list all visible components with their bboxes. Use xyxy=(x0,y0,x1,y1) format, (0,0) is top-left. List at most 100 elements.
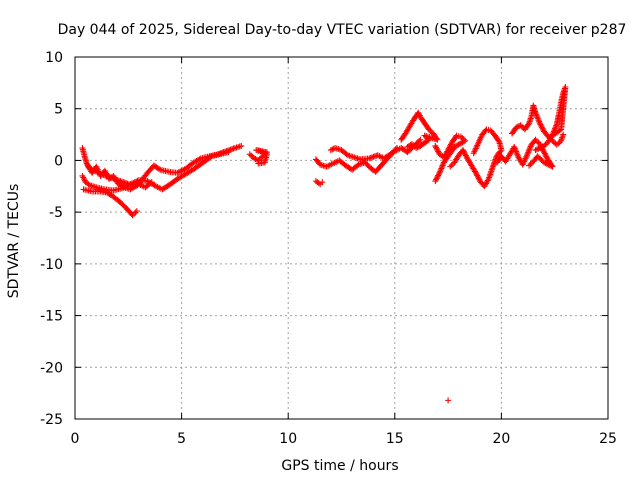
data-point-trail xyxy=(130,210,137,217)
data-point-trail xyxy=(536,118,543,125)
data-point-trail xyxy=(462,152,469,159)
data-point xyxy=(517,122,524,129)
data-point-trail xyxy=(474,172,481,179)
data-point-trail xyxy=(315,180,322,187)
data-point-trail xyxy=(340,160,347,167)
data-point-trail xyxy=(447,142,454,149)
data-point-trail xyxy=(435,172,442,179)
data-point-trail xyxy=(475,175,482,182)
data-point-trail xyxy=(416,137,423,144)
y-tick-label: -20 xyxy=(40,360,63,376)
data-point-trail xyxy=(405,126,412,133)
data-point-trail xyxy=(434,147,441,154)
data-point-trail xyxy=(164,168,171,175)
data-point-trail xyxy=(365,163,372,170)
data-point xyxy=(127,181,134,188)
data-point-trail xyxy=(146,181,153,188)
data-point-trail xyxy=(406,142,413,149)
data-point-trail xyxy=(461,149,468,156)
grid xyxy=(75,57,608,419)
data-point xyxy=(541,149,548,156)
data-point xyxy=(251,155,258,162)
x-axis-label: GPS time / hours xyxy=(281,458,398,474)
data-point-trail xyxy=(555,140,562,147)
data-point-trail xyxy=(171,177,178,184)
data-point-trail xyxy=(543,153,550,160)
data-point-trail xyxy=(349,153,356,160)
data-point-trail xyxy=(527,161,534,168)
data-point-trail xyxy=(454,155,461,162)
tick-labels: 0 5 10 15 20 25 10 5 0 -5 -10 -15 -20 -25 xyxy=(40,50,617,447)
data-point-trail xyxy=(535,145,542,152)
data-point-trail xyxy=(107,191,114,198)
data-point-trail xyxy=(553,122,560,129)
data-point-trail xyxy=(177,168,184,175)
data-point-trail xyxy=(435,148,442,155)
data-point-trail xyxy=(207,154,214,161)
data-point-trail xyxy=(83,159,90,166)
data-point-trail xyxy=(524,122,531,129)
data-point-trail xyxy=(188,167,195,174)
data-point-trail xyxy=(437,152,444,159)
data-point xyxy=(413,145,420,152)
data-point-trail xyxy=(505,154,512,161)
data-point-trail xyxy=(437,168,444,175)
x-tick-label: 20 xyxy=(492,431,510,447)
data-point-trail xyxy=(409,118,416,125)
data-point-trail xyxy=(91,183,98,190)
data-point-trail xyxy=(538,122,545,129)
data-point-trail xyxy=(180,167,187,174)
data-point xyxy=(536,145,543,152)
data-point-trail xyxy=(511,126,518,133)
data-point-trail xyxy=(552,130,559,137)
data-point-trail xyxy=(328,161,335,168)
data-point-trail xyxy=(392,146,399,153)
data-point xyxy=(432,178,439,185)
data-point-trail xyxy=(527,115,534,122)
data-point-trail xyxy=(488,128,495,135)
y-tick-label: 10 xyxy=(45,50,63,66)
data-point-trail xyxy=(419,117,426,124)
data-point-trail xyxy=(537,121,544,128)
data-point xyxy=(246,151,253,158)
data-point-trail xyxy=(419,141,426,148)
data-point-trail xyxy=(538,124,545,131)
data-point-trail xyxy=(248,152,255,159)
data-point-trail xyxy=(471,148,478,155)
data-point-trail xyxy=(556,127,563,134)
data-point-trail xyxy=(329,146,336,153)
data-point xyxy=(553,141,560,148)
data-point-trail xyxy=(550,131,557,138)
data-point-trail xyxy=(407,141,414,148)
data-point-trail xyxy=(223,149,230,156)
data-point-trail xyxy=(196,156,203,163)
data-point-trail xyxy=(559,133,566,140)
data-point-trail xyxy=(473,171,480,178)
data-point-trail xyxy=(107,175,114,182)
data-point-trail xyxy=(448,162,455,169)
data-point-trail xyxy=(447,141,454,148)
data-point-trail xyxy=(547,134,554,141)
data-point-trail xyxy=(376,163,383,170)
data-point-trail xyxy=(548,162,555,169)
data-point-trail xyxy=(178,167,185,174)
data-point-trail xyxy=(539,125,546,132)
data-point-trail xyxy=(255,147,262,154)
data-point-trail xyxy=(230,145,237,152)
data-point-trail xyxy=(148,165,155,172)
data-point-trail xyxy=(424,123,431,130)
chart-title: Day 044 of 2025, Sidereal Day-to-day VTE… xyxy=(58,22,627,38)
data-point-trail xyxy=(256,160,263,167)
data-point-trail xyxy=(85,181,92,188)
data-point-trail xyxy=(454,142,461,149)
data-point-trail xyxy=(84,180,91,187)
data-point-trail xyxy=(489,130,496,137)
data-point-trail xyxy=(435,171,442,178)
data-point-trail xyxy=(543,154,550,161)
x-tick-label: 0 xyxy=(71,431,80,447)
data-point-trail xyxy=(151,182,158,189)
data-point-trail xyxy=(484,177,491,184)
data-point-trail xyxy=(154,165,161,172)
data-point-trail xyxy=(525,121,532,128)
data-point-trail xyxy=(483,178,490,185)
